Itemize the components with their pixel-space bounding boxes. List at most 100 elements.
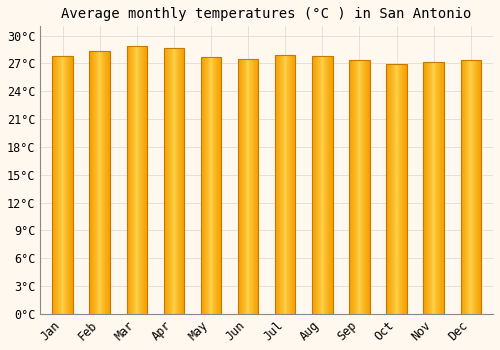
Bar xyxy=(470,60,471,314)
Bar xyxy=(99,51,100,314)
Bar xyxy=(211,57,212,314)
Bar xyxy=(218,57,219,314)
Bar xyxy=(208,57,209,314)
Bar xyxy=(279,55,280,314)
Bar xyxy=(201,57,221,314)
Bar xyxy=(288,55,290,314)
Bar xyxy=(474,60,475,314)
Bar xyxy=(68,56,70,314)
Bar xyxy=(294,55,295,314)
Bar xyxy=(207,57,208,314)
Bar xyxy=(360,60,361,314)
Bar xyxy=(462,60,464,314)
Bar xyxy=(442,62,443,314)
Bar xyxy=(66,56,68,314)
Bar xyxy=(253,59,254,314)
Bar xyxy=(283,55,284,314)
Bar xyxy=(144,46,145,314)
Bar xyxy=(479,60,480,314)
Bar xyxy=(362,60,363,314)
Bar xyxy=(168,48,169,314)
Bar xyxy=(275,55,295,314)
Bar xyxy=(238,59,258,314)
Bar xyxy=(460,60,481,314)
Bar xyxy=(398,64,400,314)
Bar xyxy=(255,59,256,314)
Bar xyxy=(140,46,141,314)
Bar xyxy=(91,51,92,314)
Bar xyxy=(137,46,138,314)
Bar xyxy=(389,64,390,314)
Bar xyxy=(436,62,437,314)
Bar xyxy=(135,46,136,314)
Bar xyxy=(315,56,316,314)
Bar xyxy=(424,62,425,314)
Bar xyxy=(174,48,176,314)
Bar xyxy=(248,59,249,314)
Bar xyxy=(217,57,218,314)
Bar xyxy=(98,51,99,314)
Bar xyxy=(439,62,440,314)
Bar xyxy=(247,59,248,314)
Bar xyxy=(352,60,354,314)
Bar xyxy=(329,56,330,314)
Bar xyxy=(132,46,134,314)
Bar xyxy=(53,56,54,314)
Bar xyxy=(58,56,59,314)
Bar xyxy=(103,51,104,314)
Bar xyxy=(142,46,143,314)
Bar xyxy=(324,56,325,314)
Bar xyxy=(252,59,253,314)
Title: Average monthly temperatures (°C ) in San Antonio: Average monthly temperatures (°C ) in Sa… xyxy=(62,7,472,21)
Bar xyxy=(97,51,98,314)
Bar xyxy=(358,60,359,314)
Bar xyxy=(238,59,240,314)
Bar xyxy=(54,56,55,314)
Bar xyxy=(100,51,101,314)
Bar xyxy=(468,60,469,314)
Bar xyxy=(90,51,110,314)
Bar xyxy=(395,64,396,314)
Bar xyxy=(215,57,216,314)
Bar xyxy=(72,56,73,314)
Bar xyxy=(242,59,244,314)
Bar xyxy=(424,62,444,314)
Bar xyxy=(427,62,428,314)
Bar xyxy=(277,55,278,314)
Bar xyxy=(365,60,366,314)
Bar xyxy=(328,56,329,314)
Bar xyxy=(314,56,315,314)
Bar xyxy=(126,46,128,314)
Bar xyxy=(173,48,174,314)
Bar xyxy=(202,57,203,314)
Bar xyxy=(57,56,58,314)
Bar xyxy=(429,62,430,314)
Bar xyxy=(214,57,215,314)
Bar xyxy=(434,62,435,314)
Bar xyxy=(280,55,281,314)
Bar xyxy=(460,60,462,314)
Bar xyxy=(325,56,326,314)
Bar xyxy=(431,62,432,314)
Bar xyxy=(319,56,320,314)
Bar xyxy=(136,46,137,314)
Bar xyxy=(318,56,319,314)
Bar xyxy=(108,51,109,314)
Bar xyxy=(275,55,276,314)
Bar xyxy=(59,56,60,314)
Bar xyxy=(145,46,146,314)
Bar xyxy=(165,48,166,314)
Bar xyxy=(256,59,257,314)
Bar xyxy=(388,64,389,314)
Bar xyxy=(290,55,292,314)
Bar xyxy=(392,64,393,314)
Bar xyxy=(284,55,285,314)
Bar xyxy=(317,56,318,314)
Bar xyxy=(138,46,139,314)
Bar xyxy=(182,48,184,314)
Bar xyxy=(471,60,472,314)
Bar xyxy=(246,59,247,314)
Bar xyxy=(477,60,478,314)
Bar xyxy=(52,56,73,314)
Bar xyxy=(441,62,442,314)
